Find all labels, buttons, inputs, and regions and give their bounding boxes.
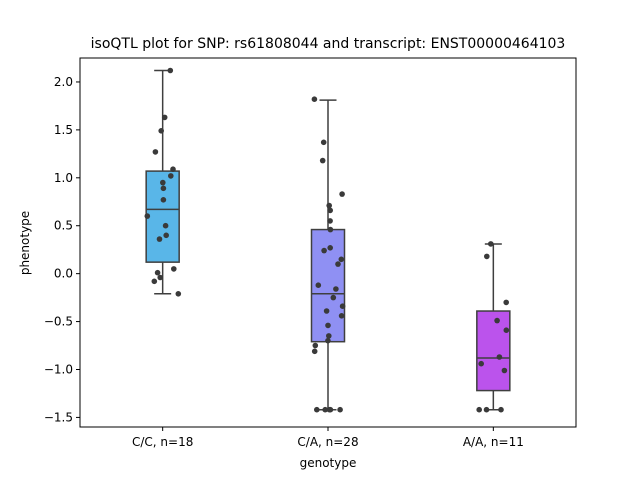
data-point (333, 286, 339, 292)
data-point (319, 157, 326, 164)
y-tick-label: −0.5 (44, 315, 73, 329)
data-point (320, 139, 327, 146)
data-point (337, 406, 343, 413)
data-point (160, 185, 167, 192)
data-point (327, 226, 334, 233)
data-point (501, 367, 508, 374)
box-iqr (476, 310, 511, 392)
data-point (325, 322, 331, 329)
data-point (503, 299, 510, 306)
data-point (170, 166, 176, 172)
data-point (503, 327, 510, 334)
data-point (156, 236, 163, 242)
data-point (160, 179, 166, 186)
data-point (484, 253, 490, 260)
data-point (151, 278, 158, 285)
data-point (312, 342, 319, 349)
y-tick-label: 0.5 (54, 219, 73, 233)
x-axis: C/C, n=18 C/A, n=28 A/A, n=11 (132, 427, 524, 449)
data-point (154, 269, 161, 276)
data-point (488, 241, 494, 247)
data-point (494, 317, 500, 324)
y-tick-label: −1.5 (44, 410, 73, 424)
data-point (160, 197, 167, 203)
data-point (338, 313, 345, 319)
data-point (327, 245, 334, 251)
data-point (163, 232, 169, 239)
data-point (167, 67, 174, 74)
data-point (338, 256, 345, 263)
data-point (311, 96, 318, 102)
x-tick-label: A/A, n=11 (463, 435, 524, 449)
data-point (157, 274, 163, 281)
data-point (339, 303, 346, 310)
data-point (161, 114, 168, 121)
data-point (158, 128, 164, 134)
y-axis-label: phenotype (18, 211, 32, 275)
data-point (315, 282, 322, 289)
y-tick-label: 0.0 (54, 267, 73, 281)
data-point (152, 149, 159, 155)
chart-title: isoQTL plot for SNP: rs61808044 and tran… (91, 36, 566, 52)
data-point (339, 191, 345, 197)
data-point (327, 207, 334, 214)
data-point (326, 333, 332, 339)
data-point (325, 337, 331, 344)
data-point (478, 360, 485, 367)
data-point (162, 222, 169, 229)
data-point (171, 266, 177, 272)
y-tick-label: 1.0 (54, 171, 73, 185)
data-point (496, 354, 503, 360)
y-tick-label: 2.0 (54, 75, 73, 89)
data-point (326, 406, 333, 413)
data-point (476, 406, 483, 413)
data-point (321, 247, 327, 254)
data-point (323, 308, 330, 314)
box-group (476, 243, 511, 411)
data-point (311, 348, 318, 355)
x-axis-label: genotype (300, 456, 357, 470)
data-point (144, 213, 151, 219)
plot-area (144, 67, 511, 413)
data-point (322, 406, 329, 413)
y-axis: −1.5 −1.0 −0.5 0.0 0.5 1.0 1.5 2.0 (44, 75, 80, 424)
y-tick-label: −1.0 (44, 362, 73, 376)
y-tick-label: 1.5 (54, 123, 73, 137)
x-tick-label: C/A, n=28 (297, 435, 358, 449)
data-point (335, 261, 341, 267)
data-point (314, 406, 320, 413)
data-point (330, 294, 337, 301)
data-point (168, 173, 174, 179)
data-point (498, 406, 504, 413)
x-tick-label: C/C, n=18 (132, 435, 193, 449)
data-point (327, 218, 333, 224)
data-point (175, 291, 182, 297)
data-point (483, 406, 490, 413)
data-point (326, 202, 333, 209)
